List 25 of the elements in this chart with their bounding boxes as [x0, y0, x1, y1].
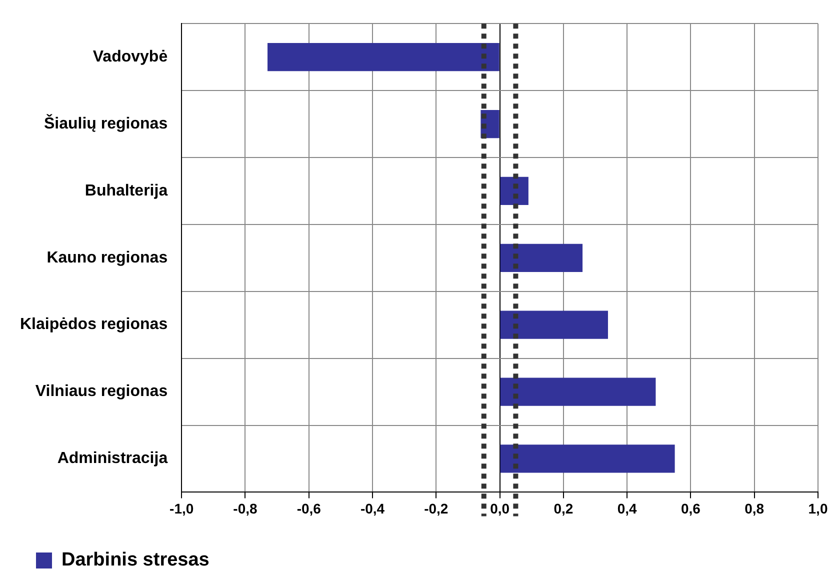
x-tick-label: 0,8 — [744, 500, 764, 516]
x-tick-label: 0,6 — [680, 500, 701, 516]
x-tick-label: 1,0 — [808, 500, 828, 516]
x-tick-label: 0,4 — [617, 500, 638, 516]
bar — [500, 378, 656, 406]
x-tick-label: -0,2 — [424, 500, 448, 516]
y-tick-label: Kauno regionas — [46, 249, 168, 266]
bar — [500, 310, 608, 339]
x-tick-label: -0,4 — [360, 500, 385, 516]
x-tick-label: -0,6 — [296, 500, 322, 516]
y-tick-label: Buhalterija — [84, 182, 168, 200]
bar — [500, 176, 528, 206]
y-tick-label: Vilniaus regionas — [35, 383, 168, 400]
y-tick-label: Vadovybė — [92, 48, 168, 66]
y-tick-label: Šiaulių regionas — [44, 113, 168, 132]
bar — [268, 43, 500, 72]
y-tick-label: Administracija — [57, 450, 168, 468]
x-tick-label: 0,0 — [490, 500, 510, 516]
y-tick-label: Klaipėdos regionas — [20, 316, 168, 334]
x-tick-label: -1,0 — [170, 500, 194, 516]
bar — [500, 444, 675, 473]
legend-label: Darbinis stresas — [62, 550, 210, 571]
bar — [500, 244, 583, 272]
x-tick-label: -0,8 — [233, 500, 258, 516]
x-tick-label: 0,2 — [554, 500, 574, 516]
